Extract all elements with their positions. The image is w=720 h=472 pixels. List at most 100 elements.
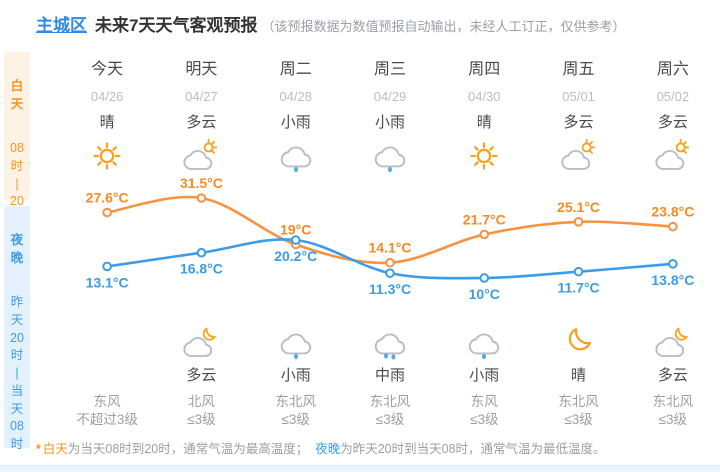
night-weather-icon-slot (154, 323, 248, 363)
day-weather-text: 晴 (99, 114, 115, 131)
bottom-divider (0, 465, 720, 472)
day-weather-text: 多云 (657, 114, 688, 131)
low-temp-label: 16.8°C (180, 261, 223, 277)
high-temp-point (385, 257, 395, 268)
day-date: 04/30 (468, 89, 501, 104)
wind-scale: ≤3级 (658, 412, 688, 427)
cloud-sun-icon (654, 137, 692, 175)
day-weather-icon-slot (437, 136, 531, 176)
high-temp-line (105, 195, 675, 265)
low-temp-label: 11.7°C (557, 280, 599, 296)
low-temp-label: 11.3°C (369, 281, 411, 297)
low-temp-label: 13.8°C (651, 272, 694, 288)
cloud-rain2-icon (371, 324, 409, 362)
day-date: 04/26 (90, 89, 124, 104)
day-date: 04/29 (373, 89, 407, 104)
region-link[interactable]: 主城区 (36, 16, 87, 35)
low-temp-point (573, 266, 584, 277)
footnote-night-text: 为昨天20时到当天08时，通常气温为最低温度。 (340, 442, 606, 456)
day-date: 04/27 (185, 89, 218, 104)
cloud-moon-icon (654, 324, 692, 362)
day-name: 周五 (562, 61, 595, 78)
forecast-column-day: 周四 04/30 晴 (437, 58, 531, 176)
header: 主城区 未来7天天气客观预报 （该预报数据为数值预报自动输出，未经人工订正，仅供… (36, 11, 625, 36)
footnote-day-term: 白天 (42, 442, 68, 456)
day-weather-icon-slot (249, 136, 343, 176)
forecast-column-night: 小雨东北风 ≤3级 (249, 320, 343, 429)
forecast-column-day: 周六 05/02 多云 (626, 58, 720, 176)
night-weather-icon-slot (531, 323, 625, 363)
high-temp-label: 14.1°C (369, 240, 412, 256)
cloud-rain1-icon (277, 324, 315, 362)
wind-direction: 东北风 (652, 394, 694, 409)
night-band: 夜 晚 昨 天 20 时 | 当 天 08 时 (4, 206, 30, 451)
night-weather-text: 小雨 (469, 367, 500, 384)
day-date: 04/28 (279, 89, 312, 104)
low-temp-point (385, 268, 395, 278)
forecast-column-day: 周二 04/28 小雨 (249, 58, 343, 176)
night-weather-icon-slot (437, 323, 531, 363)
page-title: 未来7天天气客观预报 (95, 16, 258, 35)
forecast-bottom-grid: 东风 不超过3级 多云 北风 ≤3级 小雨 东北风 ≤3级 中雨 东北风 ≤3级 小雨 东风 ≤3级晴东北… (60, 320, 720, 429)
forecast-column-night: 多云北风 ≤3级 (154, 320, 248, 429)
wind-direction: 东北风 (369, 394, 411, 409)
cloud-moon-icon (182, 324, 220, 362)
wind-direction: 东北风 (275, 394, 316, 409)
forecast-column-day: 周五 05/01 多云 (531, 58, 625, 176)
low-temp-label: 13.1°C (86, 274, 129, 290)
high-temp-label: 27.6°C (86, 190, 129, 206)
day-weather-icon-slot (343, 136, 437, 176)
cloud-sun-icon (182, 137, 220, 175)
day-name: 周六 (656, 61, 689, 78)
high-temp-label: 19°C (280, 222, 311, 238)
wind-direction: 东北风 (558, 394, 599, 409)
night-weather-text (60, 365, 154, 387)
night-weather-text: 多云 (186, 367, 217, 384)
day-date: 05/02 (656, 89, 690, 104)
footnote-day-text: 为当天08时到20时，通常气温为最高温度； (67, 442, 309, 456)
wind-scale: ≤3级 (375, 412, 405, 427)
day-name: 明天 (185, 61, 218, 78)
footer-note: * 白天为当天08时到20时，通常气温为最高温度； 夜晚为昨天20时到当天08时，通… (36, 438, 606, 457)
day-weather-icon-slot (60, 136, 154, 176)
wind-scale: ≤3级 (281, 412, 310, 427)
low-temp-label: 20.2°C (274, 248, 317, 264)
day-weather-text: 多云 (563, 114, 594, 131)
night-weather-icon-slot (60, 323, 154, 363)
day-name: 今天 (91, 61, 124, 78)
forecast-column-night: 多云东北风 ≤3级 (626, 320, 720, 429)
night-weather-text: 小雨 (280, 367, 311, 384)
sun-icon (88, 137, 126, 175)
night-weather-text: 晴 (571, 367, 587, 384)
high-temp-point (479, 229, 490, 240)
wind-scale: ≤3级 (187, 412, 216, 427)
forecast-column-day: 今天 04/26 晴 (60, 58, 154, 176)
day-name: 周四 (468, 61, 501, 78)
day-weather-text: 晴 (476, 114, 492, 131)
wind-direction: 北风 (187, 394, 215, 409)
day-weather-text: 小雨 (280, 114, 311, 131)
day-weather-text: 小雨 (374, 114, 405, 131)
forecast-column-night: 晴东北风 ≤3级 (531, 320, 625, 429)
high-temp-label: 21.7°C (463, 211, 506, 227)
wind-scale: 不超过3级 (76, 412, 138, 427)
forecast-column-night: 小雨 东风 ≤3级 (437, 320, 531, 429)
wind-direction: 东风 (93, 394, 121, 409)
night-weather-text: 中雨 (374, 367, 405, 384)
high-temp-point (102, 207, 112, 218)
high-temp-point (196, 193, 207, 203)
wind-scale: ≤3级 (470, 412, 499, 427)
high-temp-label: 23.8°C (651, 204, 694, 220)
wind-scale: ≤3级 (564, 412, 593, 427)
cloud-rain1-icon (277, 137, 315, 175)
high-temp-point (668, 221, 678, 232)
low-temp-label: 10°C (469, 286, 500, 302)
forecast-top-grid: 今天 04/26 晴 明天 04/27 多云 周二 04/28 小雨 周三 04/29 小雨 周四 04/… (60, 58, 720, 176)
day-name: 周二 (279, 61, 312, 78)
footnote-night-term: 夜晚 (315, 442, 341, 456)
night-weather-text: 多云 (657, 367, 688, 384)
daytime-label: 白 天 (10, 78, 24, 111)
day-weather-text: 多云 (186, 114, 217, 131)
daytime-band: 白 天 08 时 | 20 时 (4, 52, 30, 226)
night-label: 夜 晚 (10, 232, 24, 265)
